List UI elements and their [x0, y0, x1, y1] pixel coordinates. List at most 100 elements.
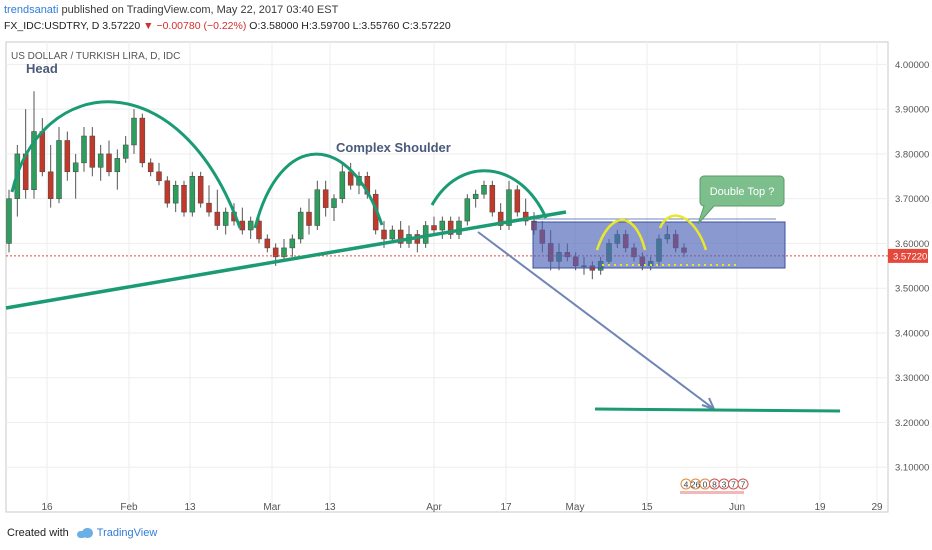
candle-body [172, 184, 179, 204]
candle [489, 180, 496, 217]
x-tick-label: 16 [41, 502, 53, 513]
double-top-arc-2 [658, 214, 708, 251]
event-marker-label: 7 [741, 480, 746, 490]
candle-body [314, 189, 321, 226]
candle-body [106, 153, 112, 173]
head-label: Head [26, 61, 58, 76]
candle-body [147, 162, 154, 173]
candle [72, 153, 79, 199]
candle-body [181, 184, 187, 213]
candle [297, 207, 304, 244]
candle-body [64, 140, 71, 173]
y-tick-label: 3.50000 [895, 284, 929, 295]
event-marker-label: 0 [703, 480, 708, 490]
candle-body [139, 117, 146, 164]
candle [339, 162, 346, 204]
candle [456, 216, 462, 239]
candle [122, 136, 129, 163]
y-tick-label: 4.00000 [895, 60, 929, 71]
candle [31, 91, 37, 199]
ohlc-values: O:3.58000 H:3.59700 L:3.55760 C:3.57220 [249, 20, 451, 32]
candle-body [164, 180, 171, 204]
plot-area[interactable] [5, 41, 889, 513]
x-tick-label: 29 [871, 502, 883, 513]
x-tick-label: 15 [641, 502, 653, 513]
candle-body [397, 229, 404, 244]
candle-body [156, 171, 162, 182]
candle-body [322, 189, 329, 208]
candle-body [214, 211, 221, 226]
candle-body [206, 202, 212, 213]
candle-body [6, 198, 12, 244]
candle [147, 158, 154, 177]
event-marker-bar [680, 491, 744, 494]
publish-info: trendsanati published on TradingView.com… [4, 3, 338, 17]
candle-body [497, 211, 504, 226]
candle-body [289, 238, 296, 249]
double-top-label: Double Top ? [710, 186, 775, 198]
candle-body [47, 171, 54, 199]
candle-body [72, 162, 79, 173]
last-price-tag [888, 248, 928, 263]
double-top-callout [697, 175, 785, 225]
candle-body [447, 220, 454, 235]
candle [106, 140, 112, 177]
candle [81, 127, 87, 172]
y-tick-label: 3.90000 [895, 105, 929, 116]
candle [56, 127, 62, 204]
x-tick-label: 13 [184, 502, 196, 513]
candle-body [89, 135, 96, 168]
candle [89, 127, 96, 177]
candle-body [431, 225, 437, 231]
y-tick-label: 3.20000 [895, 418, 929, 429]
x-tick-label: 19 [814, 502, 826, 513]
candle [331, 194, 337, 222]
x-tick-label: 17 [500, 502, 512, 513]
candle-body [222, 211, 229, 226]
y-tick-label: 3.70000 [895, 194, 929, 205]
shoulder-label: Complex Shoulder [336, 140, 451, 155]
candle [139, 113, 146, 168]
event-marker-label: 3 [722, 480, 727, 490]
candle-body [39, 131, 46, 173]
event-marker-label: 26 [691, 480, 701, 490]
candle [164, 176, 171, 208]
projection-arrow [477, 231, 715, 410]
head-arc [10, 100, 242, 229]
author-link[interactable]: trendsanati [4, 4, 59, 16]
candle [464, 194, 471, 226]
candle [172, 180, 179, 213]
candle [206, 185, 212, 217]
shoulder-arc-1 [253, 152, 384, 229]
candle-body [122, 144, 129, 159]
candle-body [472, 193, 479, 199]
candle-body [331, 198, 337, 208]
candle [281, 238, 287, 262]
y-tick-label: 3.10000 [895, 463, 929, 474]
last-price-label: 3.57220 [893, 251, 927, 262]
candle [481, 180, 487, 199]
candle-body [339, 171, 346, 199]
x-tick-label: Feb [120, 502, 138, 513]
y-tick-label: 3.80000 [895, 149, 929, 160]
candle-body [56, 140, 62, 199]
candle-body [297, 211, 304, 240]
candle [97, 144, 104, 181]
footer: Created with TradingView [7, 527, 157, 539]
candle-body [456, 220, 462, 235]
event-marker-label: 7 [731, 480, 736, 490]
tradingview-brand[interactable]: TradingView [96, 527, 158, 539]
candle [514, 185, 521, 217]
candle-body [439, 220, 446, 231]
event-marker-label: 4 [684, 480, 689, 490]
candle [264, 234, 271, 253]
event-marker-label: 8 [712, 480, 717, 490]
candle [289, 234, 296, 257]
candle [6, 189, 12, 253]
target-line [594, 407, 841, 413]
chart-title: US DOLLAR / TURKISH LIRA, D, IDC [11, 51, 180, 62]
x-tick-label: 13 [324, 502, 336, 513]
candle [156, 162, 162, 186]
candle-body [31, 131, 37, 190]
